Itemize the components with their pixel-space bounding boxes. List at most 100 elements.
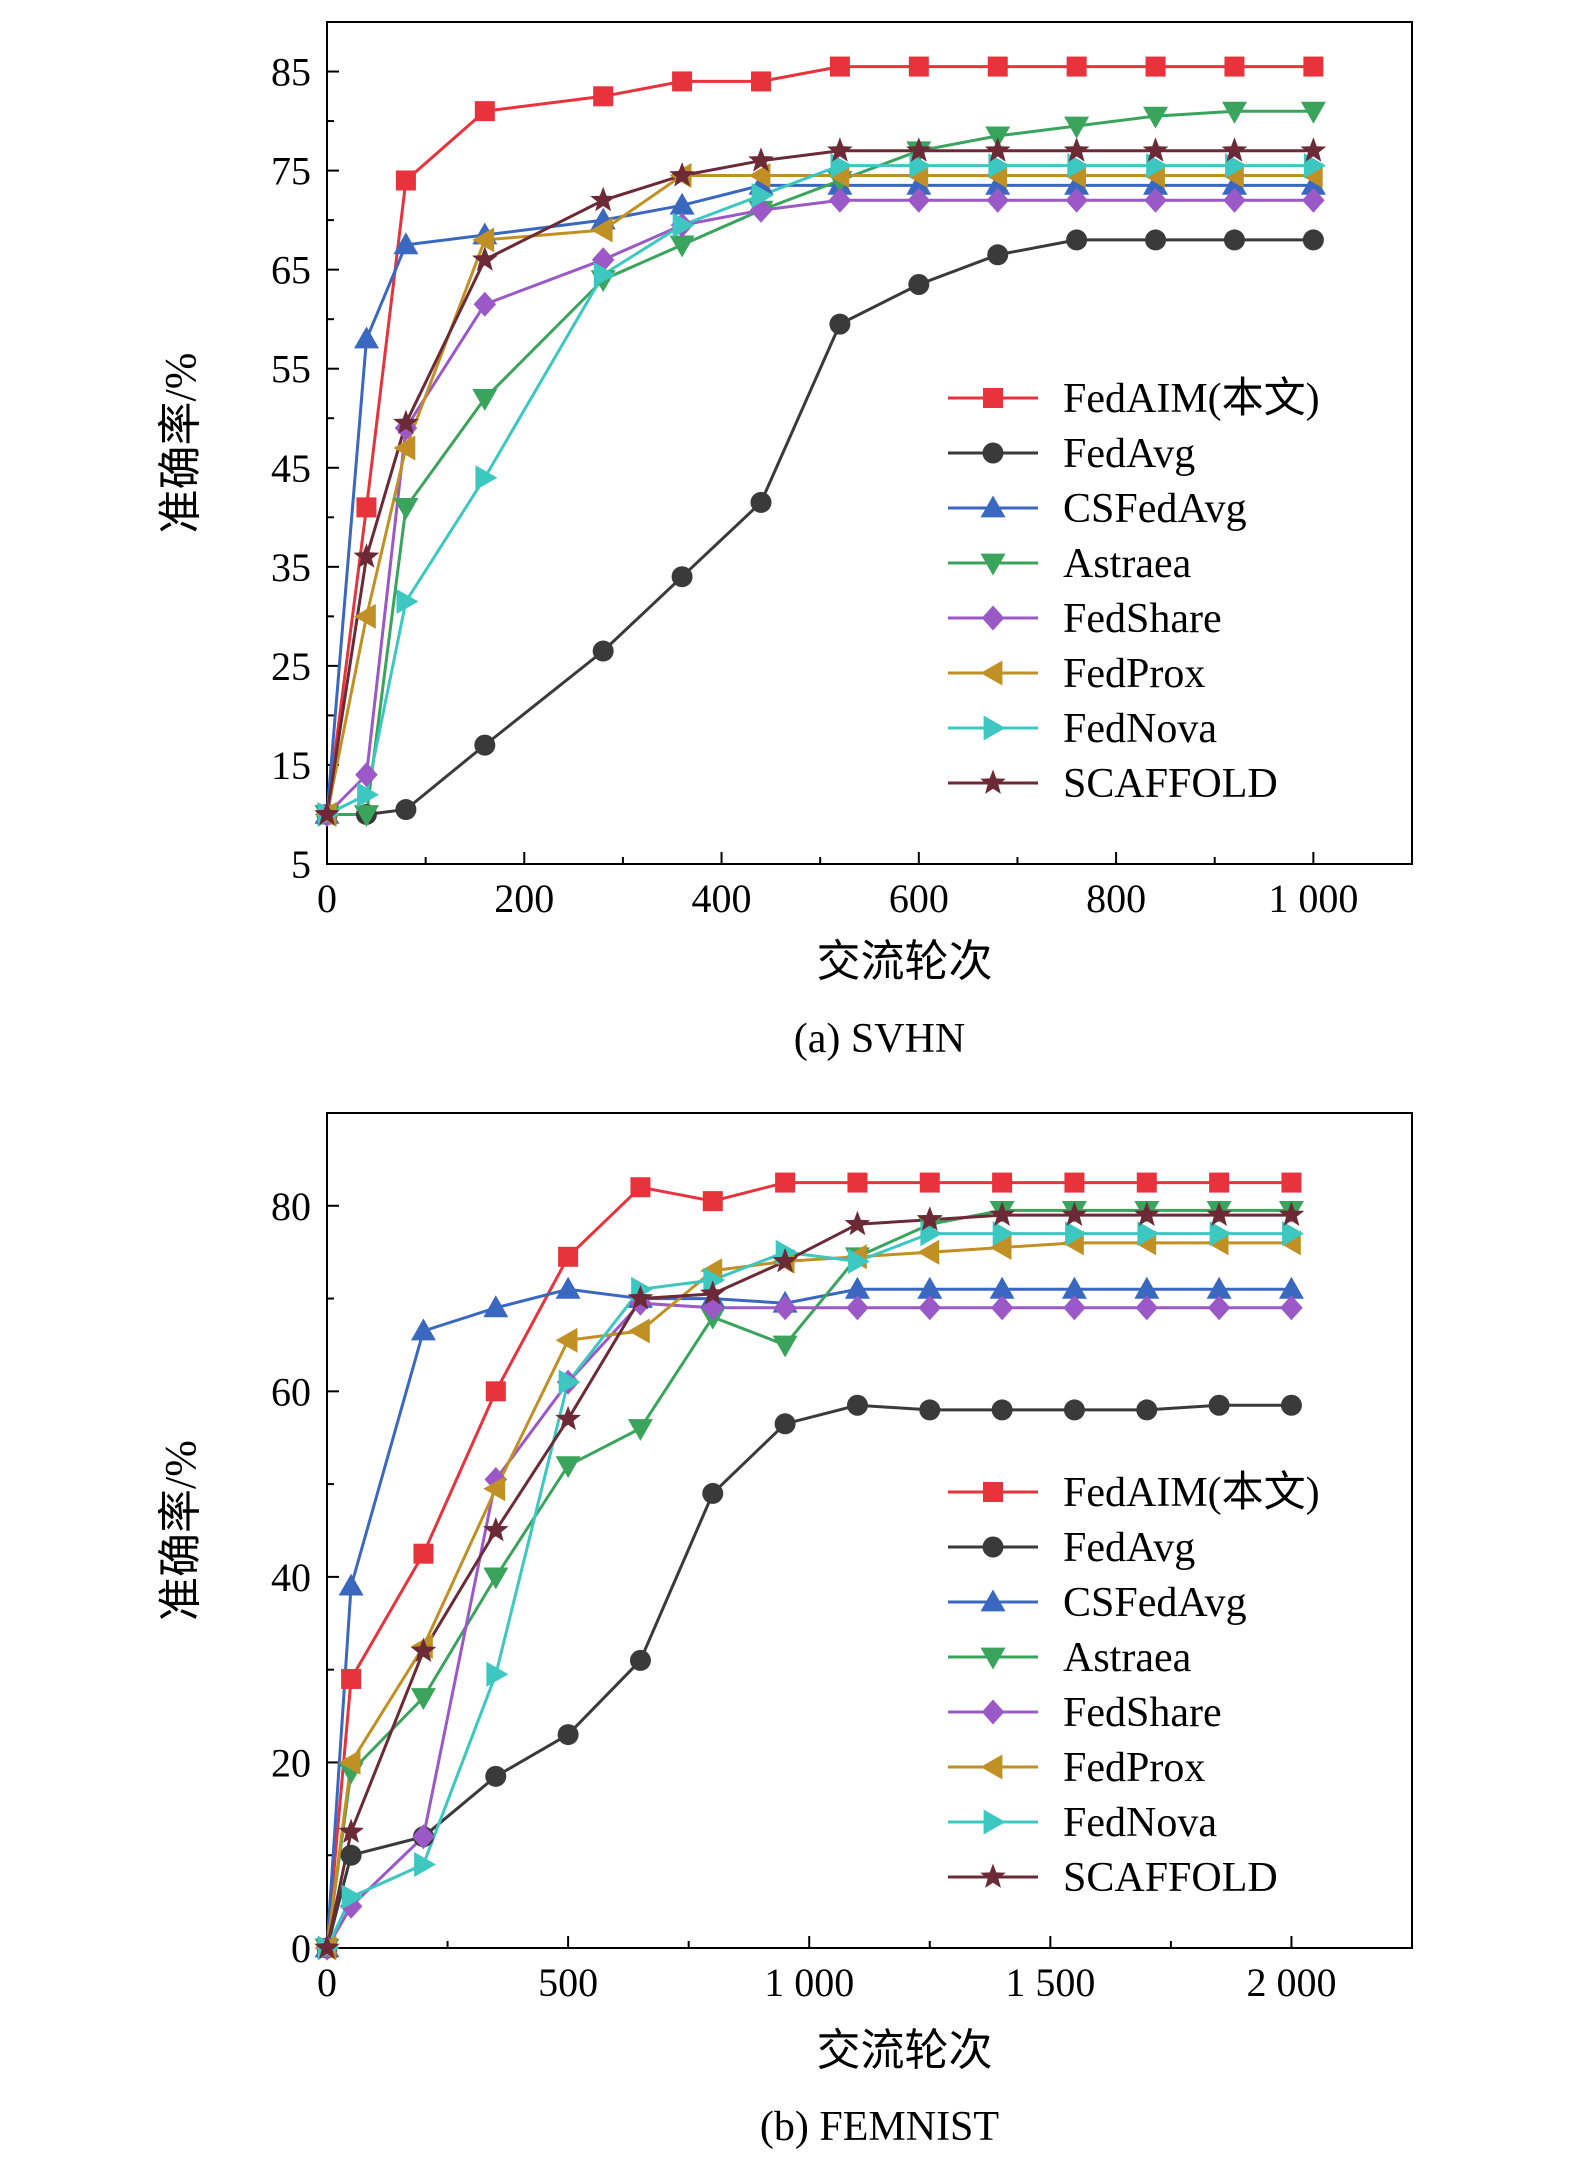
data-point [396,589,419,614]
data-point [355,762,378,788]
data-point [1146,153,1168,179]
data-point [987,56,1008,77]
data-point [906,137,932,162]
data-point [410,1318,436,1341]
data-point [1224,56,1245,77]
legend-label: FedAvg [1063,1525,1195,1571]
data-point [989,1276,1015,1299]
data-point [848,1248,870,1274]
data-point [341,1668,362,1689]
data-point [992,1172,1013,1193]
data-point [844,1276,870,1299]
data-point [354,603,376,629]
legend-marker [980,495,1006,518]
y-tick-label: 45 [271,446,311,491]
x-tick-label: 400 [692,876,752,921]
data-point [988,153,1011,179]
chart-panel-svhn: 0 200 400 600 800 1 000 5 15 25 35 45 55 65 75 85 交流轮次 准… [156,21,1413,1062]
legend-label: CSFedAvg [1063,486,1247,532]
data-point [472,246,498,271]
data-point [593,86,614,107]
data-point [772,1247,798,1273]
legend-marker [983,1809,1006,1835]
data-point [555,1276,581,1299]
legend-label: FedProx [1063,651,1205,697]
data-point [703,1267,726,1293]
legend-label: Astraea [1063,541,1192,587]
data-point [1064,116,1090,139]
x-tick-label: 200 [494,876,554,921]
legend-marker [980,1863,1006,1888]
x-axis-label: 交流轮次 [817,937,993,986]
data-point [992,1221,1015,1247]
data-point [340,1844,362,1866]
data-point [828,187,852,213]
data-point [990,1295,1014,1321]
data-point [1223,187,1246,213]
series-points-fedaim [317,1172,1302,1958]
data-point [557,1724,579,1746]
x-tick-label: 0 [317,1960,337,2005]
data-point [1136,1399,1158,1421]
data-point [357,782,379,808]
data-point [1206,1276,1232,1299]
legend-marker [980,1754,1003,1780]
data-point [338,1818,364,1843]
data-point [907,187,931,213]
data-point [475,465,498,491]
chart-caption: (b) FEMNIST [760,2104,999,2150]
data-point [393,435,416,461]
data-point [908,274,930,296]
legend-marker [980,1647,1006,1670]
data-point [412,1824,435,1850]
data-point [669,192,695,215]
series-line-fedavg [327,238,1314,816]
x-tick-label: 800 [1086,876,1146,921]
data-point [486,1661,509,1687]
series-line-astraea [327,109,1314,816]
data-point [1144,187,1167,213]
data-point [1302,229,1324,251]
data-point [1280,1295,1303,1321]
data-point [829,313,851,335]
x-tick-label: 2 000 [1246,1960,1336,2005]
data-point [558,1369,581,1395]
data-point [591,247,615,273]
data-point [1208,1394,1230,1416]
data-point [627,1285,654,1310]
data-point [991,1399,1013,1421]
data-point [1223,229,1245,251]
data-point [1222,101,1247,124]
data-point [844,1210,871,1236]
data-point [341,1884,364,1910]
data-point [1206,1201,1232,1226]
legend-label: SCAFFOLD [1063,761,1278,807]
data-point [1142,137,1169,162]
data-point [590,217,613,243]
legend-marker [981,605,1005,631]
data-point [483,1567,509,1590]
data-point [1278,1276,1304,1299]
data-point [702,1191,723,1212]
x-tick-label: 600 [889,876,949,921]
data-point [702,1482,724,1504]
data-point [669,162,695,187]
data-point [627,1318,650,1344]
data-point [414,1852,436,1877]
legend-marker [980,1589,1006,1612]
legend: FedAIM(本文) FedAvg CSFedAvg Astraea FedShare F… [948,1469,1320,1901]
data-point [829,56,850,77]
data-point [917,1239,940,1265]
data-point [485,1765,507,1787]
y-tick-label: 75 [271,149,311,194]
data-point [555,1456,581,1479]
data-point [827,137,853,162]
data-point [1300,137,1327,162]
data-point [830,153,853,179]
data-point [751,71,771,92]
data-point [410,1637,437,1662]
data-point [1135,1295,1158,1321]
data-point [989,1235,1012,1260]
data-point [1300,172,1326,195]
